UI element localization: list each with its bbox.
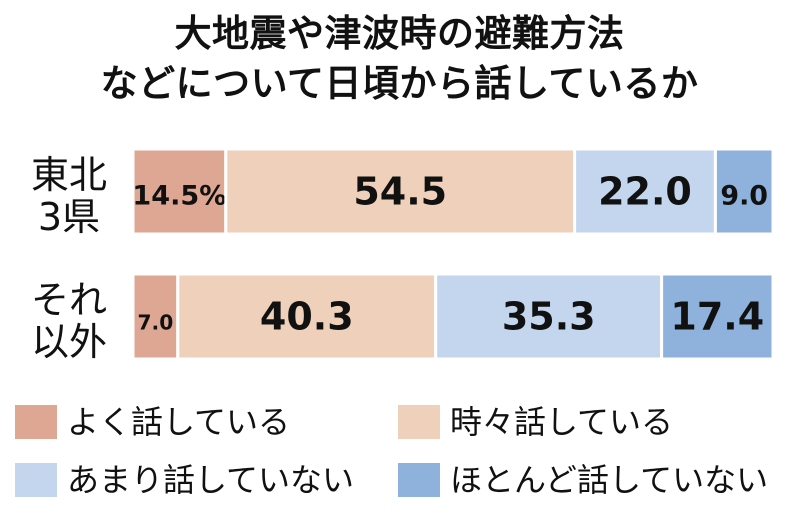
bar-value-label-tohoku-sometimes: 54.5 <box>353 170 447 214</box>
legend-swatch-sometimes <box>398 405 440 439</box>
legend-swatch-never <box>398 463 440 497</box>
legend-label-rarely: あまり話していない <box>67 461 355 499</box>
legend-swatch-rarely <box>15 463 57 497</box>
category-label-other-line-2: 以外 <box>30 320 107 364</box>
legend-swatch-often <box>15 405 57 439</box>
bar-segment-other-rarely <box>434 272 664 361</box>
bar-value-label-other-never: 17.4 <box>670 295 764 339</box>
bar-segment-other-often <box>131 272 180 361</box>
bar-segment-tohoku-rarely <box>573 147 717 236</box>
bar-value-label-tohoku-rarely: 22.0 <box>598 170 692 214</box>
legend-label-never: ほとんど話していない <box>450 461 769 499</box>
legend-label-often: よく話している <box>67 403 291 441</box>
category-label-tohoku-line-2: 3県 <box>37 195 101 239</box>
category-label-tohoku-line-1: 東北 <box>30 153 107 197</box>
bar-value-label-other-sometimes: 40.3 <box>260 295 354 339</box>
bar-value-label-tohoku-often: 14.5% <box>132 181 226 212</box>
bar-segment-tohoku-never <box>713 147 775 236</box>
bar-value-label-other-rarely: 35.3 <box>502 295 596 339</box>
bar-value-label-tohoku-never: 9.0 <box>720 181 768 212</box>
bar-segment-other-never <box>660 272 775 361</box>
legend-label-sometimes: 時々話している <box>450 403 674 441</box>
chart-title-line-1: 大地震や津波時の避難方法 <box>174 12 625 55</box>
bar-value-label-other-often: 7.0 <box>138 311 174 335</box>
chart-title-line-2: などについて日頃から話しているか <box>100 62 699 105</box>
category-label-other-line-1: それ <box>30 278 107 322</box>
